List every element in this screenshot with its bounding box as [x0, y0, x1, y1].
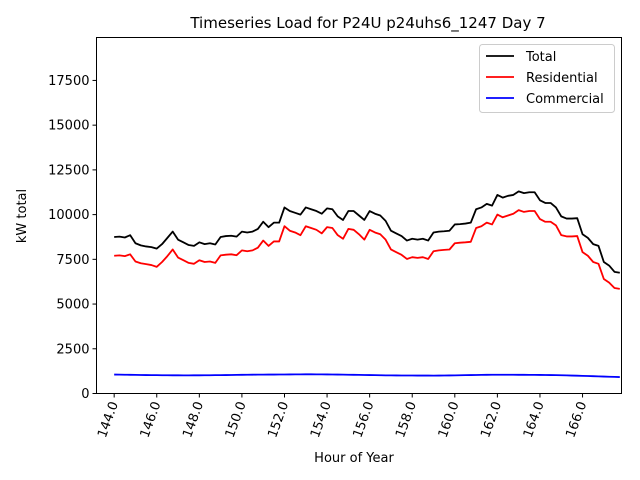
- series-line-commercial: [114, 373, 620, 378]
- x-tick-label: 148.0: [180, 400, 207, 440]
- x-tick-label: 150.0: [223, 400, 250, 440]
- legend: Total Residential Commercial: [479, 44, 615, 113]
- x-tick-label: 154.0: [308, 400, 335, 440]
- chart-title: Timeseries Load for P24U p24uhs6_1247 Da…: [189, 14, 545, 33]
- legend-label-residential: Residential: [526, 71, 598, 86]
- y-tick-label: 0: [81, 387, 89, 402]
- y-tick-label: 12500: [48, 163, 89, 178]
- x-tick-label: 166.0: [563, 400, 590, 440]
- series-layer: [114, 190, 620, 378]
- x-axis-ticks: 144.0 146.0 148.0 150.0 152.0 154.0 156.0 158.0…: [95, 393, 590, 440]
- x-tick-label: 162.0: [478, 400, 505, 440]
- y-axis-ticks: 0 2500 5000 7500 10000 12500 15000 17500: [48, 74, 97, 402]
- plot-frame: [96, 37, 622, 394]
- legend-frame: [479, 44, 615, 113]
- y-tick-label: 15000: [48, 119, 89, 134]
- y-tick-label: 17500: [48, 74, 89, 89]
- y-tick-label: 10000: [48, 208, 89, 223]
- y-tick-label: 2500: [56, 342, 89, 357]
- x-tick-label: 144.0: [95, 400, 122, 440]
- series-line-residential: [114, 209, 620, 290]
- legend-label-total: Total: [525, 50, 556, 65]
- y-tick-label: 7500: [56, 253, 89, 268]
- x-tick-label: 160.0: [436, 400, 463, 440]
- legend-label-commercial: Commercial: [526, 92, 604, 107]
- x-tick-label: 146.0: [138, 400, 165, 440]
- y-axis-label: kW total: [15, 189, 30, 243]
- x-tick-label: 164.0: [521, 400, 548, 440]
- x-tick-label: 152.0: [265, 400, 292, 440]
- x-tick-label: 156.0: [351, 400, 378, 440]
- series-line-total: [114, 190, 620, 274]
- x-tick-label: 158.0: [393, 400, 420, 440]
- y-tick-label: 5000: [56, 298, 89, 313]
- x-axis-label: Hour of Year: [314, 451, 394, 466]
